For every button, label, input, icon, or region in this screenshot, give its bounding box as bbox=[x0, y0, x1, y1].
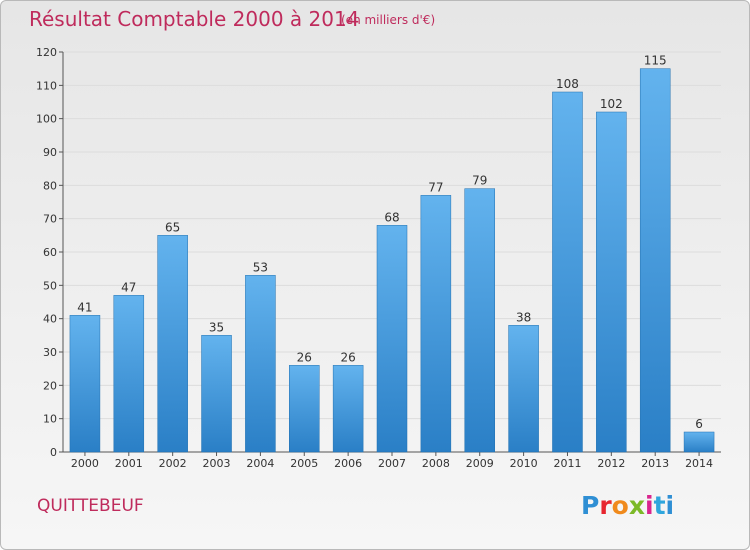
y-tick-label: 120 bbox=[36, 46, 57, 59]
logo-letter: P bbox=[581, 491, 600, 520]
bar-2013[interactable] bbox=[639, 68, 671, 453]
bar-2014[interactable] bbox=[683, 431, 715, 453]
x-tick-label: 2012 bbox=[597, 457, 625, 470]
y-tick-label: 60 bbox=[43, 246, 57, 259]
bar-chart: 0 10 20 30 40 50 60 70 80 90 100 110 120 2000 2001 2002… bbox=[36, 46, 721, 470]
data-label: 65 bbox=[165, 220, 180, 234]
data-label: 108 bbox=[556, 77, 579, 91]
bar-2001[interactable] bbox=[113, 295, 145, 453]
x-tick-label: 2008 bbox=[422, 457, 450, 470]
bar-2009[interactable] bbox=[464, 188, 495, 453]
bar-2002[interactable] bbox=[157, 235, 188, 453]
y-tick-label: 30 bbox=[43, 346, 57, 359]
data-label: 102 bbox=[600, 97, 623, 111]
logo-letter: i bbox=[665, 491, 675, 520]
x-tick-label: 2000 bbox=[71, 457, 99, 470]
bar-2012[interactable] bbox=[596, 111, 627, 453]
data-label: 38 bbox=[516, 310, 531, 324]
bar-2007[interactable] bbox=[376, 225, 408, 453]
chart-title: Résultat Comptable 2000 à 2014 bbox=[29, 7, 360, 31]
bar-2005[interactable] bbox=[289, 365, 320, 453]
y-tick-label: 40 bbox=[43, 313, 57, 326]
x-tick-label: 2007 bbox=[378, 457, 406, 470]
y-tick-label: 0 bbox=[50, 446, 57, 459]
data-label: 79 bbox=[472, 174, 487, 188]
logo-letter: t bbox=[653, 491, 666, 520]
x-tick-label: 2010 bbox=[510, 457, 538, 470]
logo-letter: o bbox=[611, 491, 629, 520]
bar-2011[interactable] bbox=[552, 91, 583, 453]
data-label: 77 bbox=[428, 180, 443, 194]
x-tick-label: 2005 bbox=[290, 457, 318, 470]
y-tick-label: 70 bbox=[43, 213, 57, 226]
data-label: 26 bbox=[340, 350, 355, 364]
x-tick-label: 2004 bbox=[246, 457, 274, 470]
bar-2000[interactable] bbox=[69, 315, 101, 453]
x-tick-label: 2002 bbox=[159, 457, 187, 470]
axes: 0 10 20 30 40 50 60 70 80 90 100 110 120 2000 2001 2002… bbox=[36, 46, 721, 470]
data-label: 26 bbox=[297, 350, 312, 364]
y-tick-label: 110 bbox=[36, 79, 57, 92]
data-labels: 41 47 65 35 53 26 26 68 77 79 38 108 102 115 6 bbox=[77, 54, 703, 431]
data-label: 41 bbox=[77, 300, 92, 314]
y-tick-label: 20 bbox=[43, 379, 57, 392]
data-label: 47 bbox=[121, 280, 136, 294]
y-tick-label: 100 bbox=[36, 113, 57, 126]
x-tick-label: 2001 bbox=[115, 457, 143, 470]
x-tick-label: 2011 bbox=[553, 457, 581, 470]
commune-name: QUITTEBEUF bbox=[37, 496, 144, 516]
x-tick-label: 2014 bbox=[685, 457, 713, 470]
proxiti-logo[interactable]: Proxiti bbox=[581, 491, 674, 520]
y-tick-label: 80 bbox=[43, 179, 57, 192]
data-label: 35 bbox=[209, 320, 224, 334]
y-tick-label: 50 bbox=[43, 279, 57, 292]
y-tick-label: 10 bbox=[43, 413, 57, 426]
bar-2010[interactable] bbox=[508, 325, 539, 453]
x-tick-label: 2003 bbox=[203, 457, 231, 470]
chart-subtitle: (en milliers d'€) bbox=[341, 13, 436, 27]
logo-letter: x bbox=[628, 491, 645, 520]
logo-letter: r bbox=[599, 491, 612, 520]
x-tick-label: 2006 bbox=[334, 457, 362, 470]
logo-letter: i bbox=[645, 491, 654, 520]
data-label: 53 bbox=[253, 260, 268, 274]
data-label: 68 bbox=[384, 210, 399, 224]
bar-2006[interactable] bbox=[332, 365, 364, 453]
x-tick-label: 2013 bbox=[641, 457, 669, 470]
bars bbox=[69, 68, 715, 453]
data-label: 6 bbox=[695, 417, 703, 431]
data-label: 115 bbox=[644, 54, 667, 68]
bar-2003[interactable] bbox=[201, 335, 232, 453]
y-tick-label: 90 bbox=[43, 146, 57, 159]
x-tick-label: 2009 bbox=[466, 457, 494, 470]
bar-2008[interactable] bbox=[420, 195, 452, 453]
bar-2004[interactable] bbox=[245, 275, 276, 453]
